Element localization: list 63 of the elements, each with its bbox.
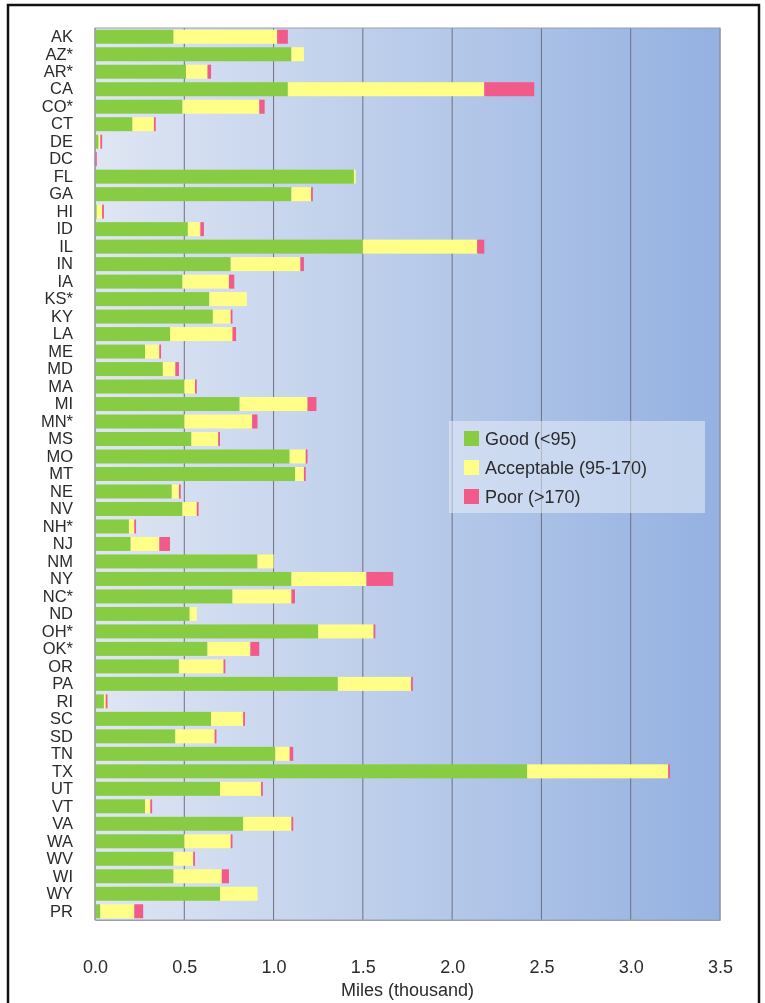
- y-tick-label: NJ: [52, 534, 73, 553]
- y-tick-label: VA: [52, 814, 73, 833]
- y-tick-label: FL: [53, 166, 73, 185]
- x-tick-label: 1.0: [261, 956, 287, 977]
- y-tick-label: TX: [51, 761, 73, 780]
- x-tick-label: 3.0: [618, 956, 644, 977]
- y-tick-label: UT: [51, 779, 73, 798]
- y-tick-label: DC: [49, 149, 74, 168]
- y-tick-label: OK*: [42, 639, 74, 658]
- y-tick-label: VT: [51, 796, 73, 815]
- y-tick-label: WI: [52, 866, 73, 885]
- x-tick-label: 0.5: [172, 956, 198, 977]
- y-tick-label: MN*: [40, 411, 74, 430]
- y-tick-label: RI: [56, 691, 73, 710]
- y-tick-label: NM: [47, 551, 73, 570]
- y-tick-label: SD: [50, 726, 74, 745]
- y-tick-label: NC*: [42, 586, 74, 605]
- y-tick-label: KY: [50, 306, 73, 325]
- y-tick-label: MA: [48, 376, 73, 395]
- y-tick-label: OR: [48, 656, 74, 675]
- y-tick-label: AK: [50, 27, 73, 46]
- y-tick-label: ME: [48, 341, 73, 360]
- y-tick-label: AZ*: [45, 44, 74, 63]
- y-tick-label: AR*: [43, 62, 74, 81]
- y-tick-label: GA: [49, 184, 73, 203]
- y-tick-label: NY: [50, 569, 73, 588]
- y-tick-label: CA: [50, 79, 73, 98]
- y-tick-label: NV: [50, 499, 73, 518]
- y-tick-label: IA: [57, 271, 73, 290]
- x-tick-label: 1.5: [350, 956, 376, 977]
- y-tick-label: PA: [52, 674, 73, 693]
- x-tick-label: 3.5: [707, 956, 734, 977]
- x-tick-label: 2.5: [529, 956, 555, 977]
- legend-label: Poor (>170): [485, 487, 581, 508]
- y-tick-label: ND: [49, 604, 74, 623]
- y-tick-label: MD: [47, 359, 74, 378]
- legend-label: Good (<95): [485, 429, 577, 450]
- x-tick-label: 0.0: [82, 956, 109, 977]
- y-tick-label: MI: [54, 394, 73, 413]
- y-tick-label: NE: [50, 481, 73, 500]
- legend-label: Acceptable (95-170): [485, 458, 648, 479]
- y-tick-label: TN: [51, 744, 73, 763]
- y-tick-label: LA: [52, 324, 73, 343]
- x-axis-title: Miles (thousand): [340, 980, 475, 1000]
- y-tick-label: IL: [59, 236, 73, 255]
- y-tick-label: HI: [56, 201, 73, 220]
- y-tick-label: NH*: [42, 516, 74, 535]
- y-tick-label: MT: [49, 464, 73, 483]
- y-tick-label: ID: [56, 219, 74, 238]
- y-tick-label: DE: [50, 131, 73, 150]
- y-tick-label: CO*: [41, 96, 74, 115]
- y-tick-label: MO: [46, 446, 74, 465]
- y-tick-label: KS*: [44, 289, 74, 308]
- x-tick-label: 2.0: [440, 956, 466, 977]
- y-tick-label: WA: [47, 831, 73, 850]
- y-tick-label: SC: [50, 709, 74, 728]
- y-tick-label: PR: [50, 901, 74, 920]
- y-tick-label: WV: [46, 849, 73, 868]
- y-tick-label: IN: [56, 254, 73, 273]
- y-tick-label: CT: [51, 114, 73, 133]
- y-tick-label: MS: [48, 429, 73, 448]
- y-tick-label: WY: [46, 884, 73, 903]
- y-tick-label: OH*: [41, 621, 74, 640]
